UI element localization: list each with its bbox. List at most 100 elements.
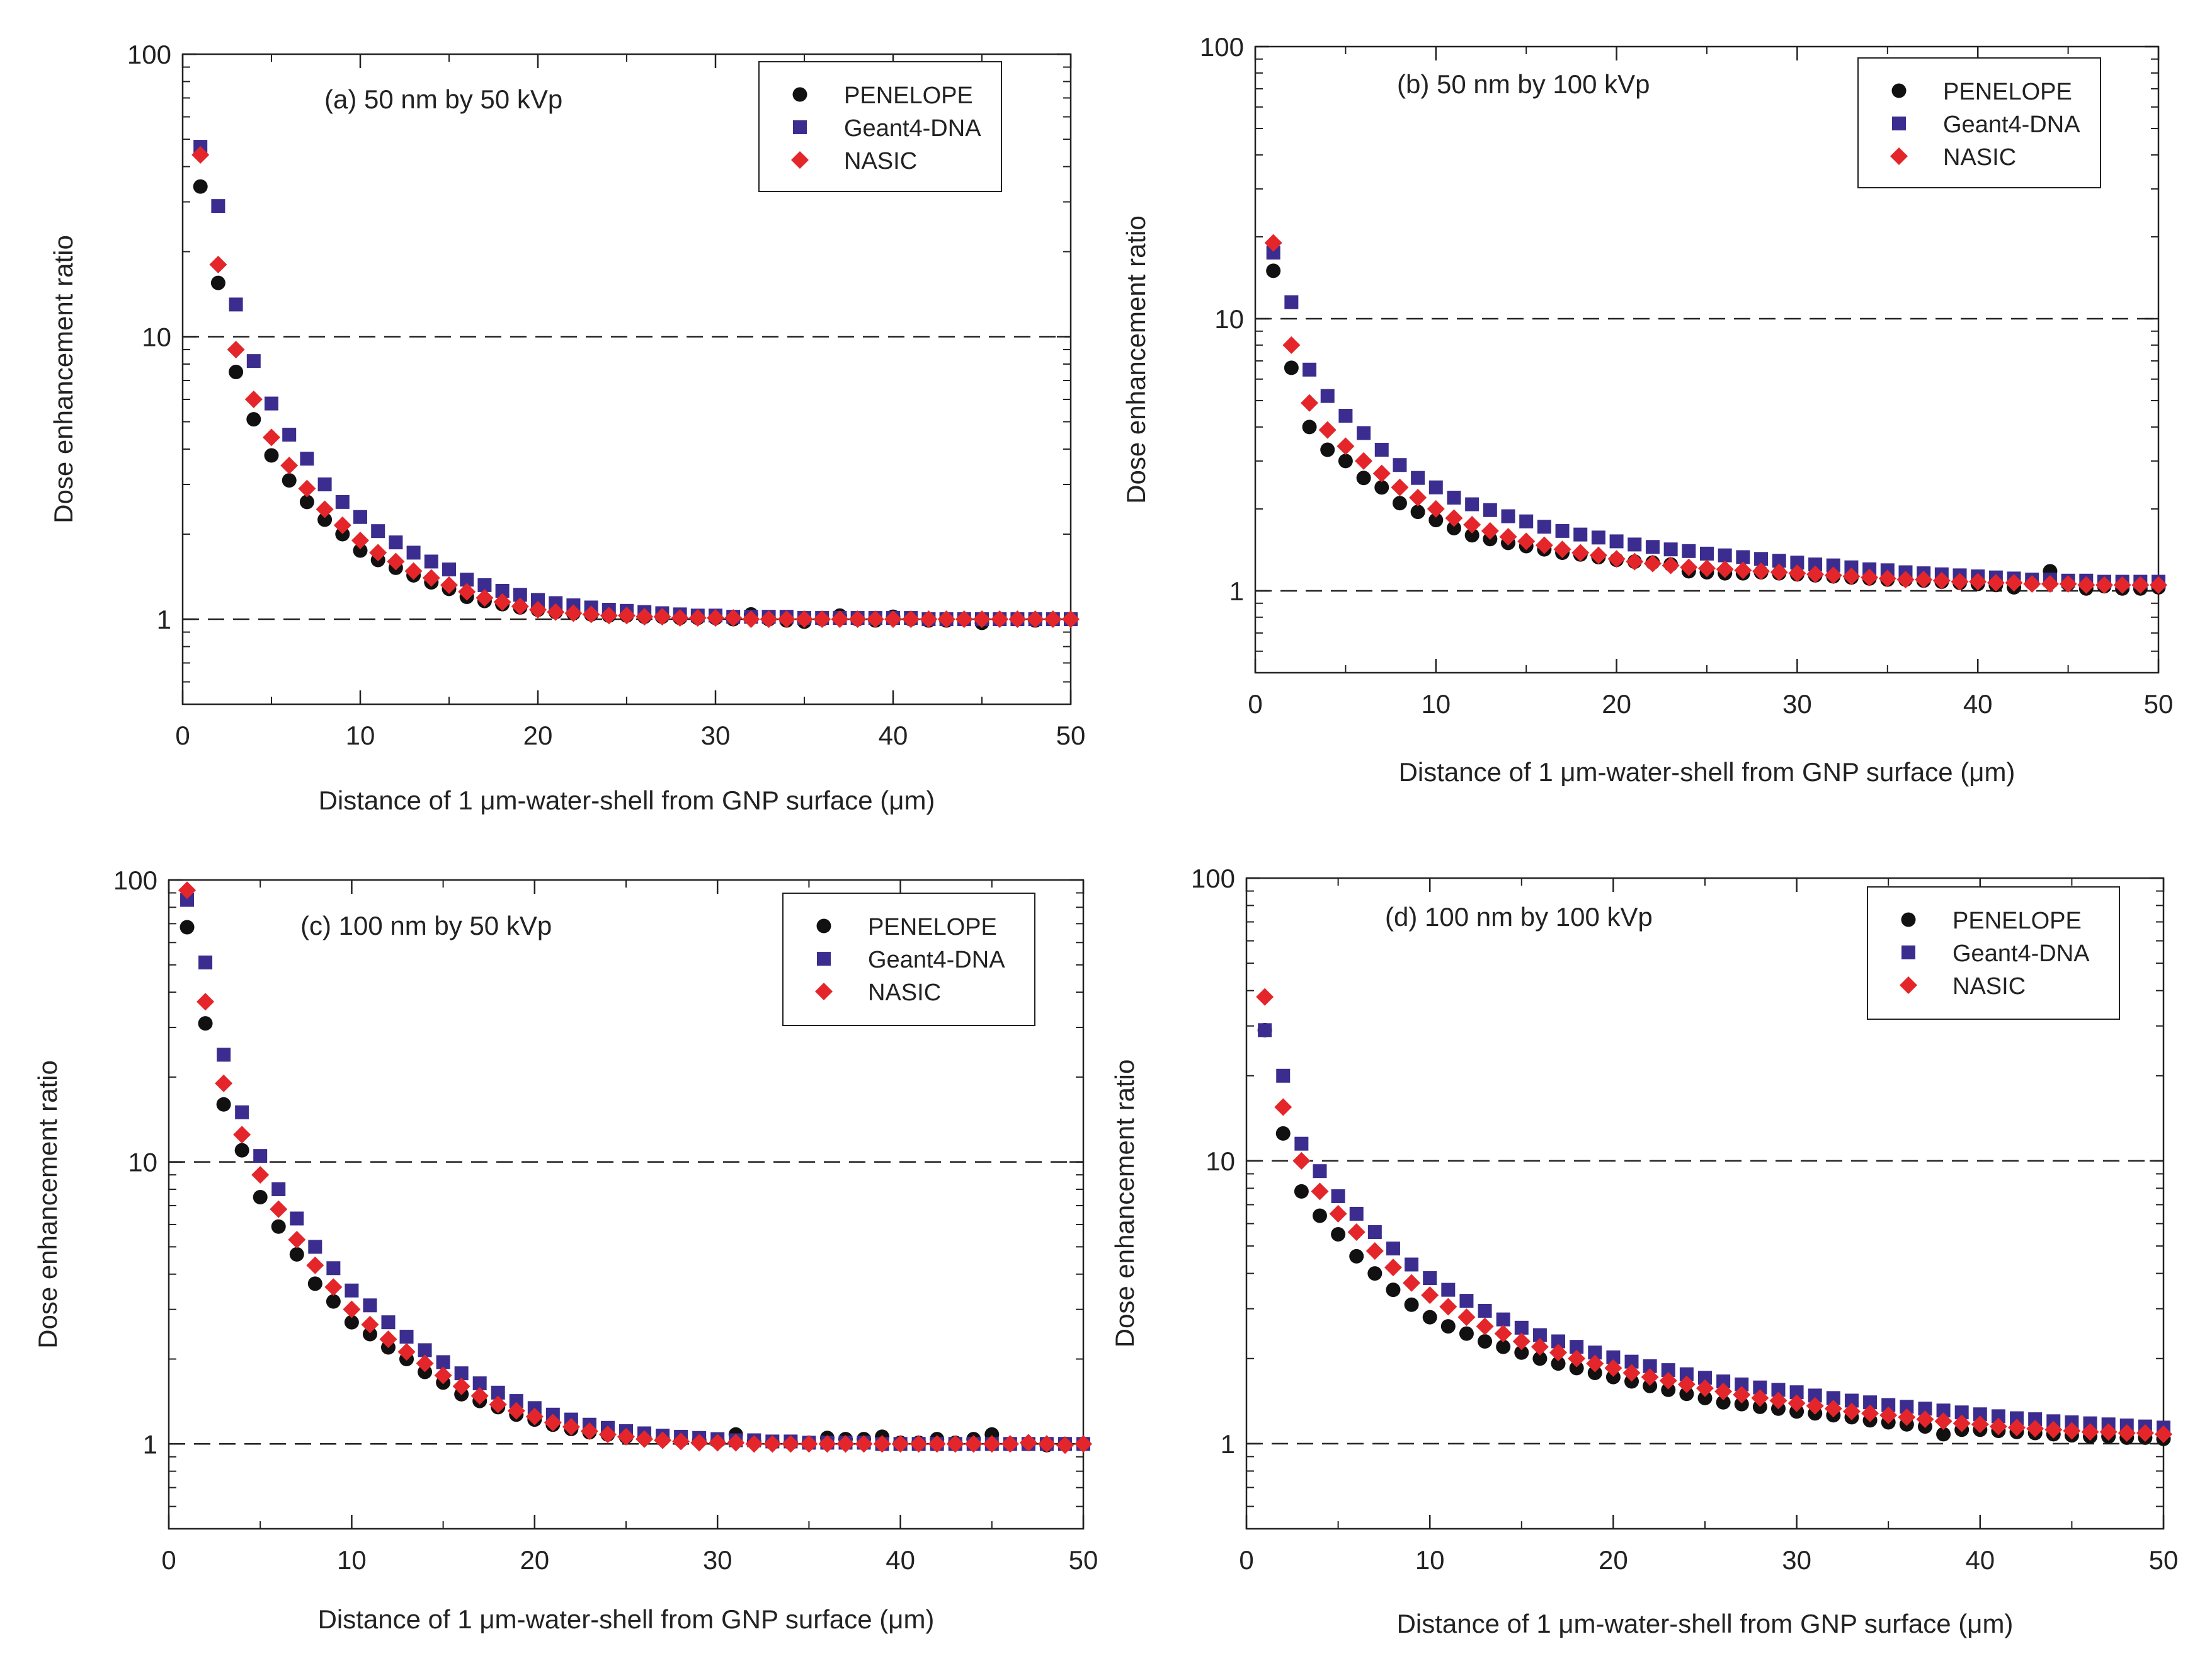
data-point-nasic <box>1896 571 1915 589</box>
data-point-geant4 <box>1374 442 1389 457</box>
data-point-geant4 <box>2010 1411 2024 1425</box>
data-point-nasic <box>1292 1151 1311 1170</box>
series-geant4 <box>1258 1023 2170 1435</box>
data-point-nasic <box>1421 1286 1439 1305</box>
legend-label-penelope: PENELOPE <box>868 914 997 940</box>
data-point-nasic <box>1714 1382 1733 1400</box>
series-nasic <box>178 881 1092 1454</box>
data-point-geant4 <box>442 563 456 577</box>
data-point-geant4 <box>1496 1312 1510 1327</box>
data-point-penelope <box>1331 1226 1346 1242</box>
data-point-penelope <box>1446 520 1461 535</box>
data-point-geant4 <box>1643 1359 1657 1373</box>
data-point-nasic <box>1915 571 1933 589</box>
data-point-nasic <box>1680 558 1698 576</box>
x-tick-label: 20 <box>1602 689 1631 719</box>
data-point-nasic <box>233 1126 251 1144</box>
y-axis-ticks: 1 10 100 <box>1191 864 2164 1507</box>
data-point-geant4 <box>418 1343 432 1357</box>
series-nasic <box>1264 234 2167 594</box>
data-point-geant4 <box>1679 1367 1694 1381</box>
data-point-nasic <box>672 1432 690 1451</box>
x-axis-label: Distance of 1 μm-water-shell from GNP su… <box>1399 757 2015 787</box>
data-point-nasic <box>306 1256 324 1274</box>
y-axis-label: Dose enhancement ratio <box>1110 1060 1139 1348</box>
data-point-geant4 <box>406 546 421 560</box>
data-point-nasic <box>1861 568 1879 586</box>
panel-title: (d) 100 nm by 100 kVp <box>1385 902 1653 932</box>
data-point-nasic <box>1347 1223 1365 1241</box>
data-point-nasic <box>2150 576 2167 594</box>
data-point-geant4 <box>353 510 367 524</box>
data-point-nasic <box>1824 1400 1842 1418</box>
data-point-nasic <box>387 552 405 571</box>
data-point-nasic <box>709 1434 727 1452</box>
data-point-geant4 <box>271 1182 286 1197</box>
data-point-geant4 <box>1573 527 1588 542</box>
data-point-nasic <box>600 607 618 625</box>
data-point-nasic <box>964 1435 983 1453</box>
panel-title: (c) 100 nm by 50 kVp <box>300 911 552 940</box>
y-tick-label: 10 <box>142 322 171 351</box>
data-point-nasic <box>688 609 707 627</box>
data-point-penelope <box>1697 1390 1713 1405</box>
data-point-nasic <box>928 1435 946 1453</box>
data-point-nasic <box>493 593 511 611</box>
data-point-penelope <box>1478 1334 1493 1349</box>
data-point-nasic <box>937 610 955 628</box>
series-geant4 <box>1266 245 2165 589</box>
legend-marker-nasic <box>1900 976 1917 994</box>
data-point-penelope <box>1464 528 1479 543</box>
data-point-geant4 <box>1555 523 1570 538</box>
data-point-geant4 <box>454 1366 469 1381</box>
data-point-nasic <box>270 1200 288 1218</box>
data-point-nasic <box>1824 566 1842 585</box>
data-point-geant4 <box>1754 552 1769 566</box>
series-nasic <box>1256 988 2172 1443</box>
series-geant4 <box>193 140 1078 626</box>
data-point-geant4 <box>1386 1242 1400 1256</box>
chart-panel-2: 0 10 20 30 40 50 1 10 100 Distance of 1 μm-water-… <box>1121 32 2173 787</box>
legend-label-penelope: PENELOPE <box>1943 79 2072 105</box>
data-point-penelope <box>1440 1319 1456 1334</box>
data-point-nasic <box>2005 574 2023 592</box>
data-point-nasic <box>298 479 316 498</box>
data-point-nasic <box>1439 1298 1457 1316</box>
data-point-geant4 <box>180 893 195 907</box>
data-point-nasic <box>836 1435 855 1453</box>
data-point-nasic <box>2008 1419 2026 1437</box>
data-point-nasic <box>2044 1420 2063 1439</box>
data-point-penelope <box>344 1315 359 1330</box>
data-point-nasic <box>1531 1338 1549 1356</box>
data-point-nasic <box>244 390 263 408</box>
series-nasic <box>191 146 1080 628</box>
data-point-nasic <box>1806 565 1825 583</box>
data-point-nasic <box>343 1300 361 1318</box>
data-point-nasic <box>324 1278 343 1296</box>
data-point-nasic <box>742 610 760 628</box>
data-point-nasic <box>1626 552 1644 571</box>
data-point-nasic <box>440 576 458 594</box>
legend-marker-nasic <box>791 151 809 169</box>
data-point-geant4 <box>235 1105 249 1119</box>
data-point-geant4 <box>1284 295 1299 309</box>
data-point-nasic <box>2059 575 2077 593</box>
data-point-penelope <box>1716 1395 1731 1410</box>
data-point-nasic <box>564 604 583 622</box>
data-point-geant4 <box>1588 1345 1602 1360</box>
data-point-nasic <box>1075 1435 1092 1453</box>
data-point-nasic <box>727 1434 745 1452</box>
data-point-nasic <box>1549 1344 1568 1362</box>
data-point-nasic <box>452 1377 470 1395</box>
data-point-geant4 <box>1331 1189 1345 1204</box>
data-point-nasic <box>316 500 334 518</box>
data-point-geant4 <box>1645 540 1660 554</box>
series-penelope <box>193 179 1078 631</box>
data-point-penelope <box>1605 1369 1621 1385</box>
data-point-nasic <box>2113 576 2131 594</box>
data-point-penelope <box>1275 1126 1291 1141</box>
data-point-geant4 <box>265 396 278 411</box>
data-point-geant4 <box>472 1376 487 1391</box>
data-point-nasic <box>1861 1404 1879 1422</box>
data-point-geant4 <box>1808 557 1823 572</box>
